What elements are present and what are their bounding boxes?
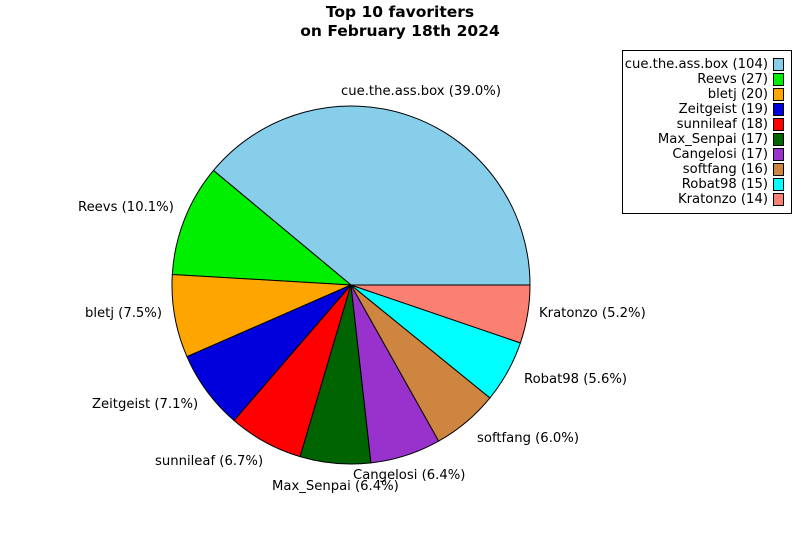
pie-slice-label: softfang (6.0%) <box>477 431 579 446</box>
pie-slice-label: sunnileaf (6.7%) <box>155 454 264 469</box>
legend-item-label: Zeitgeist (19) <box>678 102 768 117</box>
legend-item-label: cue.the.ass.box (104) <box>624 57 768 72</box>
pie-slice[interactable] <box>171 169 353 286</box>
pie-slice-label: Zeitgeist (7.1%) <box>92 397 199 412</box>
legend-item[interactable]: Max_Senpai (17) <box>630 132 784 147</box>
legend-item[interactable]: sunnileaf (18) <box>630 117 784 132</box>
legend-item[interactable]: Reevs (27) <box>630 72 784 87</box>
legend-items: cue.the.ass.box (104) Reevs (27) bletj (20… <box>625 57 784 207</box>
legend-item-label: Reevs (27) <box>697 72 768 87</box>
legend-color-swatch <box>773 178 784 191</box>
legend-color-swatch <box>773 193 784 206</box>
pie-slice-label: bletj (7.5%) <box>85 306 162 321</box>
legend-item[interactable]: Robat98 (15) <box>630 177 784 192</box>
legend-item[interactable]: softfang (16) <box>630 162 784 177</box>
chart-title: Top 10 favoriters on February 18th 2024 <box>300 3 500 40</box>
pie-slice[interactable] <box>350 284 531 344</box>
legend-item[interactable]: Cangelosi (17) <box>630 147 784 162</box>
legend-color-swatch <box>773 88 784 101</box>
legend-color-swatch <box>773 163 784 176</box>
chart-legend: cue.the.ass.box (104) Reevs (27) bletj (20… <box>622 50 792 214</box>
legend-item-label: sunnileaf (18) <box>676 117 768 132</box>
legend-item-label: Max_Senpai (17) <box>657 132 768 147</box>
legend-item-label: Kratonzo (14) <box>677 192 768 207</box>
legend-color-swatch <box>773 103 784 116</box>
legend-color-swatch <box>773 118 784 131</box>
legend-color-swatch <box>773 73 784 86</box>
legend-item-label: bletj (20) <box>707 87 768 102</box>
pie-slice-label: cue.the.ass.box (39.0%) <box>341 84 501 99</box>
pie-slice-label: Robat98 (5.6%) <box>524 372 628 387</box>
pie-slice[interactable] <box>212 105 531 286</box>
pie-slice-label: Cangelosi (6.4%) <box>353 468 466 483</box>
legend-color-swatch <box>773 133 784 146</box>
legend-color-swatch <box>773 58 784 71</box>
pie-slice-label: Reevs (10.1%) <box>78 200 174 215</box>
legend-item-label: softfang (16) <box>682 162 768 177</box>
legend-item[interactable]: bletj (20) <box>630 87 784 102</box>
legend-color-swatch <box>773 148 784 161</box>
legend-item-label: Robat98 (15) <box>681 177 768 192</box>
legend-item-label: Cangelosi (17) <box>672 147 768 162</box>
legend-item[interactable]: cue.the.ass.box (104) <box>625 57 784 72</box>
legend-item[interactable]: Zeitgeist (19) <box>630 102 784 117</box>
pie-slice-label: Kratonzo (5.2%) <box>539 306 646 321</box>
pie-slice-label: Max_Senpai (6.4%) <box>272 479 399 494</box>
legend-item[interactable]: Kratonzo (14) <box>630 192 784 207</box>
